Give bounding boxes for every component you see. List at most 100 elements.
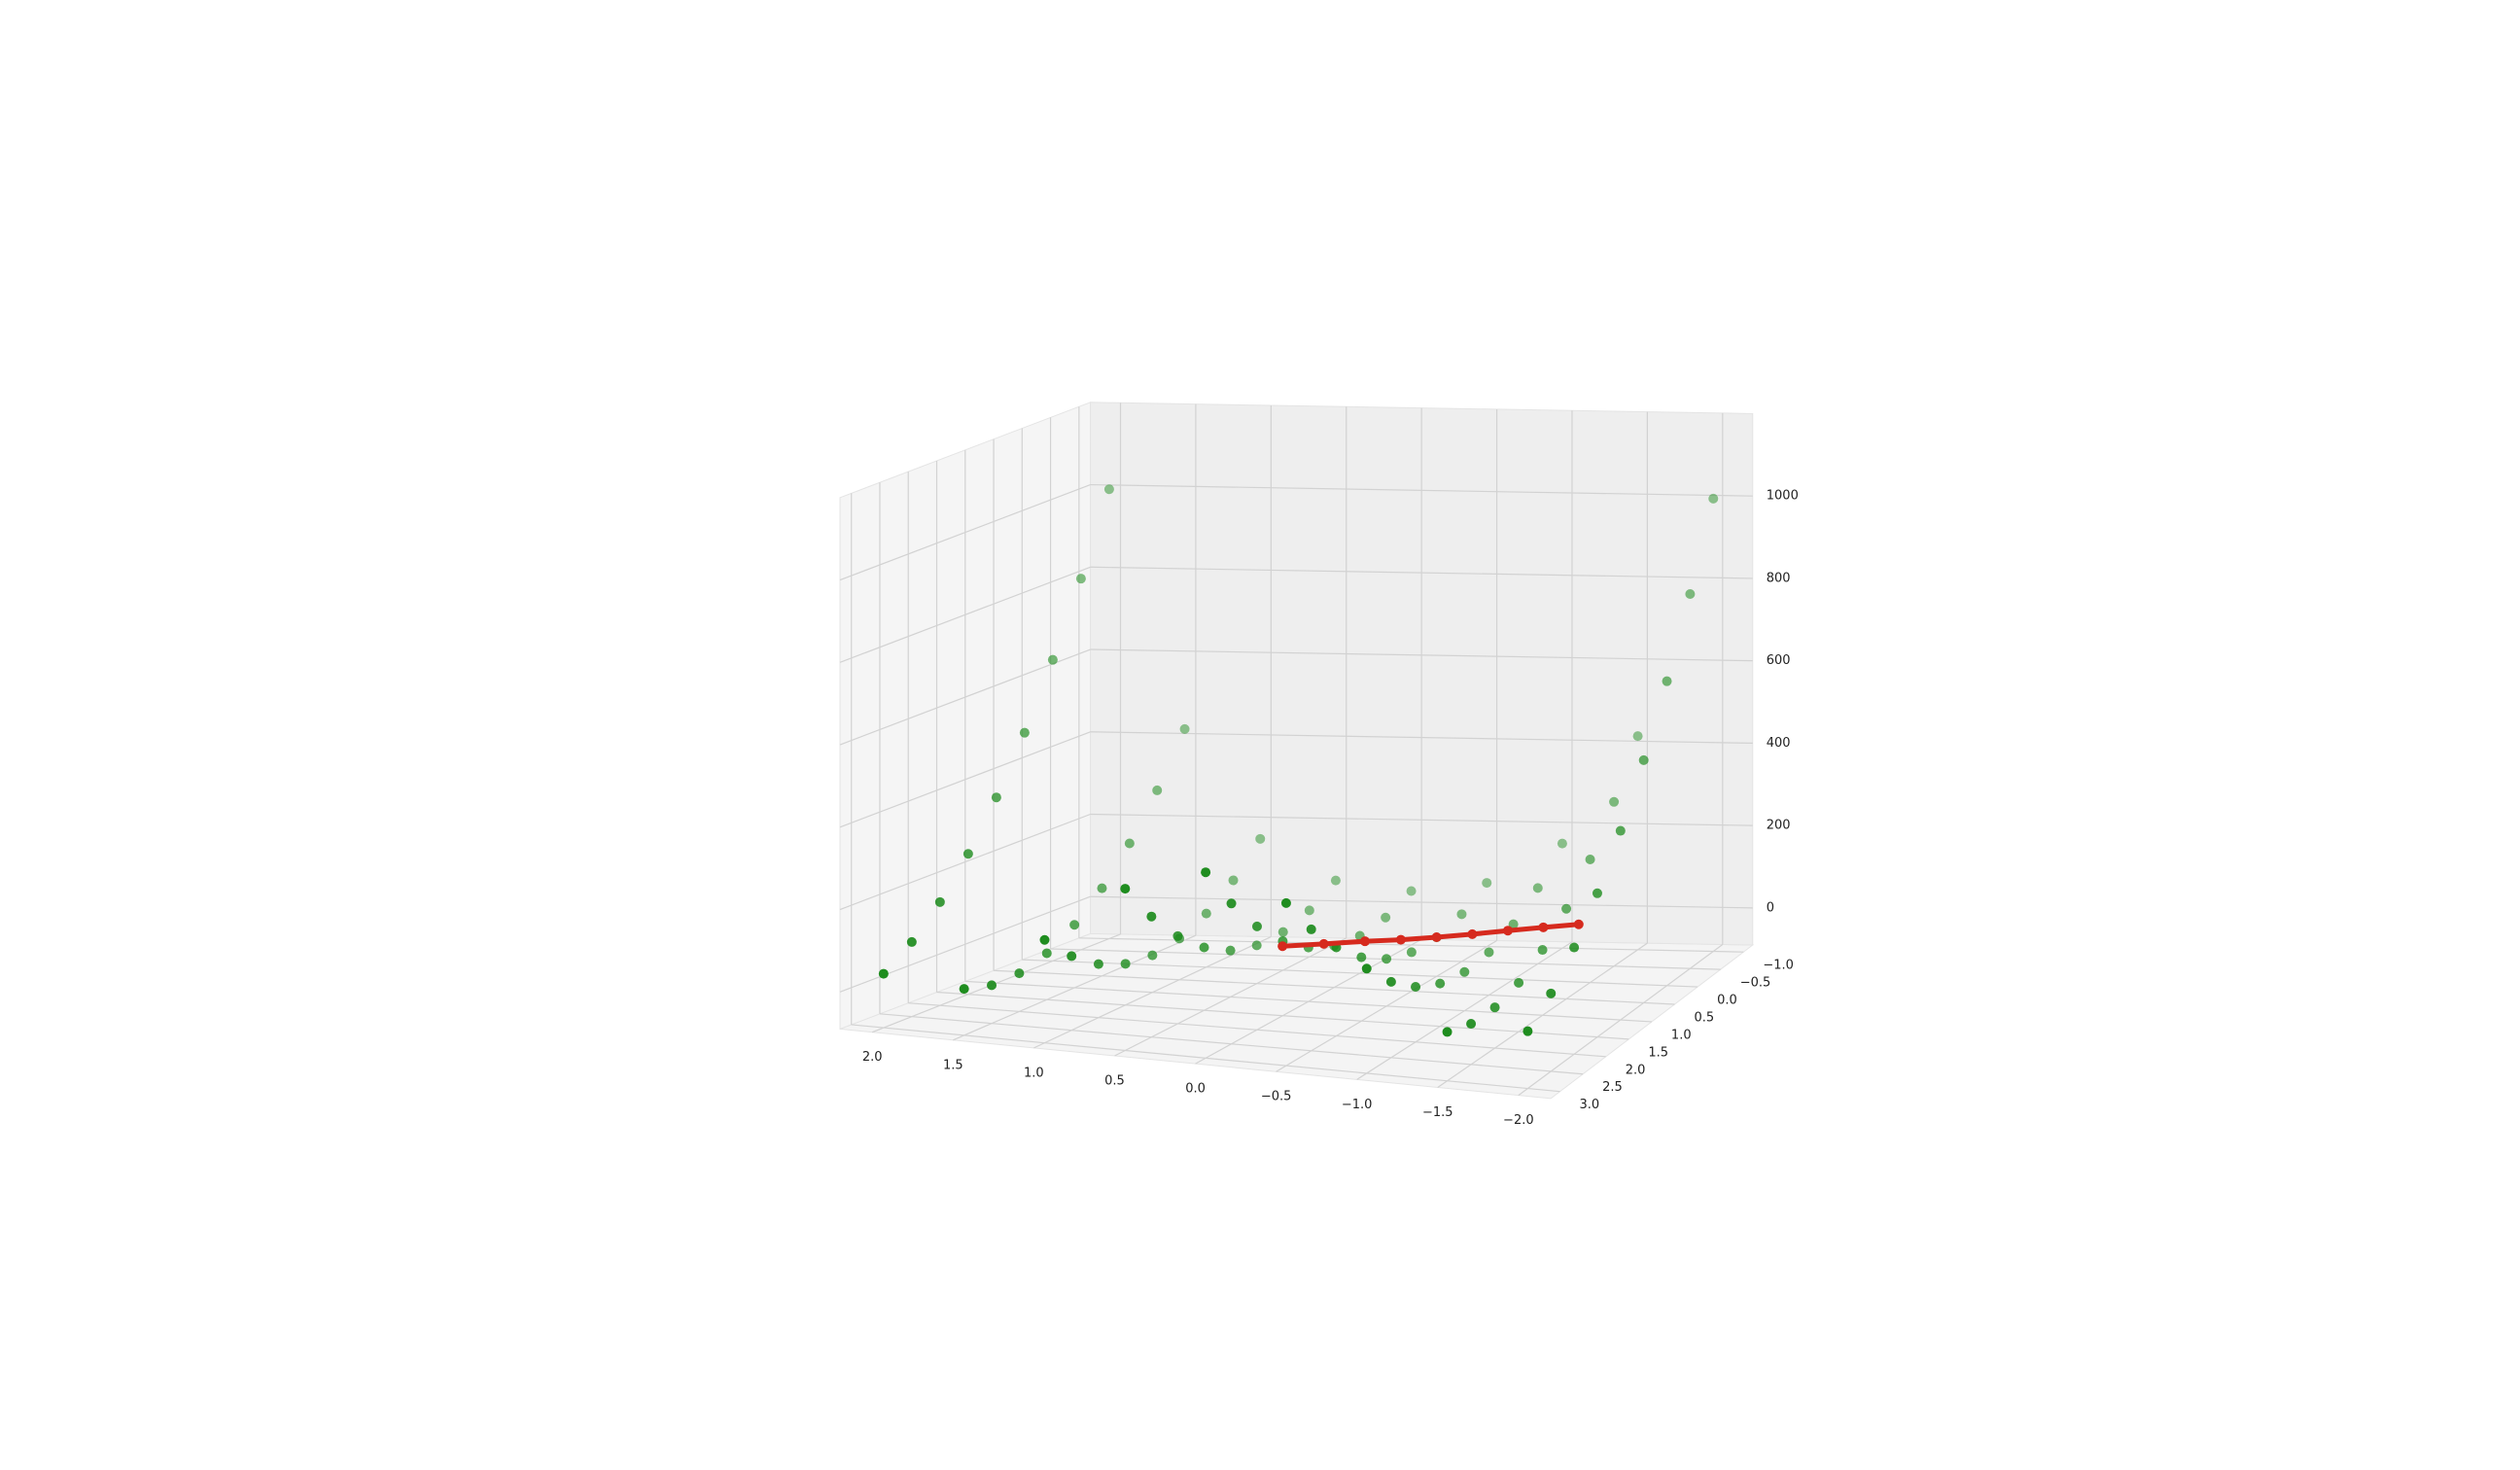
grid-line [839,731,1091,828]
surface-point [1537,945,1548,956]
z-tick-label: 600 [1767,653,1791,668]
z-tick-label: 400 [1767,736,1791,751]
y-tick-label: 0.5 [1695,1010,1715,1025]
surface-point [878,968,889,979]
surface-point [1546,988,1557,998]
surface-point [1382,954,1392,964]
surface-point [1557,838,1567,849]
y-tick-label: 1.0 [1671,1028,1692,1042]
surface-point [1014,968,1025,979]
surface-point [1251,921,1262,931]
grid-line [994,969,1675,1005]
surface-point [1146,911,1157,922]
surface-point [1482,878,1492,889]
surface-point [959,984,969,995]
surface-point [1569,942,1580,953]
surface-point [1075,574,1086,584]
surface-point [1484,947,1494,958]
surface-point [1532,883,1543,893]
path-point [1395,934,1406,945]
grid-line [936,991,1629,1040]
surface-point [1251,940,1262,951]
surface-point [1356,952,1367,962]
surface-point [1201,908,1211,919]
surface-point [1225,945,1236,956]
grid-line [1078,937,1744,953]
surface-point [1489,1002,1500,1013]
surface-point [1179,723,1190,734]
surface-point [1632,731,1643,742]
surface-point [1019,727,1030,738]
grid-line [908,1002,1606,1058]
surface-point [1592,888,1602,898]
z-tick-label: 800 [1767,571,1791,585]
path-point [1538,922,1549,932]
y-tick-label: −1.0 [1763,959,1794,973]
surface-point [1124,838,1135,849]
grid-line [1022,959,1698,988]
surface-point [1255,833,1266,844]
surface-point [1508,919,1519,929]
x-tick-label: −1.0 [1342,1098,1373,1112]
path-point [1431,932,1442,943]
y-tick-label: 2.0 [1626,1063,1646,1077]
grid-line [1090,648,1753,662]
surface-point [1514,977,1524,988]
z-tick-label: 0 [1767,900,1774,915]
surface-point [1226,898,1237,909]
surface-point [1199,942,1209,953]
x-tick-label: −0.5 [1261,1090,1292,1104]
grid-line [1090,483,1753,497]
surface-point [1069,920,1080,930]
surface-point [1047,654,1058,665]
surface-point [1172,930,1183,941]
x-tick-label: −2.0 [1503,1113,1534,1128]
surface-point [1442,1027,1452,1037]
path-point [1467,928,1478,939]
surface-point [1708,493,1719,504]
x-tick-label: 0.0 [1185,1082,1206,1097]
y-tick-label: 3.0 [1580,1098,1600,1112]
surface-point [991,792,1001,803]
y-tick-label: 2.5 [1602,1080,1623,1095]
surface-point [1103,484,1114,495]
surface-point [1228,875,1239,886]
surface-point [1280,897,1291,908]
path-point [1318,938,1329,949]
surface-point [1411,981,1421,992]
surface-point [1120,884,1131,894]
x-tick-label: 1.0 [1024,1066,1044,1080]
surface-point [1685,589,1696,600]
x-tick-label: 0.5 [1104,1074,1125,1089]
grid-line [839,648,1091,746]
surface-point [1406,947,1417,958]
z-tick-label: 200 [1767,819,1791,833]
surface-point [1609,796,1620,807]
surface-point [1406,886,1417,896]
surface-point [1041,948,1052,959]
path-point [1502,926,1513,936]
surface-point [1466,1019,1477,1030]
x-tick-label: 1.5 [943,1058,963,1072]
surface-point [1039,934,1050,945]
grid-line [839,813,1091,911]
path-point [1359,936,1370,947]
surface-point [987,980,998,991]
surface-point [1385,976,1396,987]
surface-point [1201,867,1211,878]
surface-point [1097,883,1107,893]
surface-point [1278,927,1288,937]
surface-point [1459,966,1470,977]
surface-point [1638,754,1649,765]
surface-point [1306,924,1316,934]
path-point [1573,919,1584,929]
surface-point [906,936,917,947]
surface-point [1615,825,1626,836]
z-tick-label: 1000 [1767,489,1799,504]
surface-point [1120,959,1131,969]
x-tick-label: −1.5 [1422,1105,1453,1120]
y-tick-label: 0.0 [1717,994,1737,1008]
grid-line [839,483,1091,581]
surface-point [1147,950,1158,961]
